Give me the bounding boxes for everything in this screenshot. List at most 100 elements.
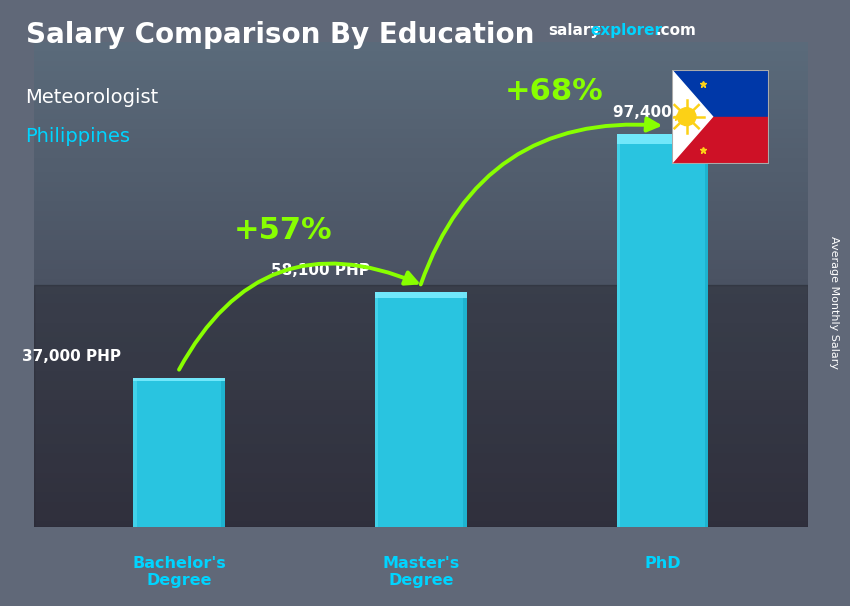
Bar <box>34 256 807 261</box>
Bar <box>34 62 807 67</box>
Bar <box>34 81 807 86</box>
Bar <box>34 280 807 285</box>
Bar <box>34 202 807 207</box>
Bar <box>34 522 807 527</box>
Bar <box>34 115 807 120</box>
Bar <box>34 144 807 149</box>
Bar <box>616 134 620 527</box>
Bar <box>34 135 807 139</box>
Bar <box>133 378 225 382</box>
Bar <box>34 493 807 498</box>
Bar <box>34 290 807 295</box>
Bar <box>34 295 807 299</box>
Bar <box>34 47 807 52</box>
Bar <box>34 396 807 401</box>
Bar <box>34 193 807 198</box>
Bar <box>34 265 807 270</box>
Bar <box>34 236 807 241</box>
Circle shape <box>677 108 696 125</box>
Bar <box>34 72 807 76</box>
Bar <box>34 139 807 144</box>
Bar <box>34 168 807 173</box>
Bar <box>34 459 807 464</box>
Bar <box>34 110 807 115</box>
Bar <box>34 319 807 324</box>
Bar <box>34 159 807 164</box>
Bar <box>34 86 807 91</box>
Bar <box>463 293 467 527</box>
Text: 37,000 PHP: 37,000 PHP <box>22 348 121 364</box>
Text: Meteorologist: Meteorologist <box>26 88 159 107</box>
Bar <box>34 246 807 251</box>
Bar <box>34 343 807 348</box>
Bar <box>34 391 807 396</box>
Bar <box>34 328 807 333</box>
Text: explorer: explorer <box>591 23 663 38</box>
Bar <box>34 309 807 314</box>
Bar <box>34 76 807 81</box>
Bar <box>34 57 807 62</box>
Bar <box>34 285 807 527</box>
Bar <box>133 378 225 527</box>
Bar <box>34 382 807 387</box>
Bar <box>34 130 807 135</box>
Bar <box>34 435 807 440</box>
Bar <box>34 401 807 406</box>
Bar <box>34 96 807 101</box>
Bar <box>34 348 807 353</box>
Bar <box>34 304 807 309</box>
Bar <box>34 217 807 222</box>
Bar <box>34 416 807 421</box>
Bar <box>34 173 807 178</box>
Bar <box>34 188 807 193</box>
Bar <box>34 120 807 125</box>
Bar <box>34 450 807 454</box>
Bar <box>34 241 807 246</box>
Bar <box>34 484 807 488</box>
Bar <box>34 518 807 522</box>
Text: Salary Comparison By Education: Salary Comparison By Education <box>26 21 534 49</box>
Bar <box>34 372 807 377</box>
Text: salary: salary <box>548 23 601 38</box>
Bar <box>34 425 807 430</box>
Bar <box>34 183 807 188</box>
Bar <box>616 134 708 144</box>
Bar <box>34 212 807 217</box>
Bar <box>34 149 807 154</box>
Bar <box>34 105 807 110</box>
Bar <box>34 299 807 304</box>
Bar <box>34 362 807 367</box>
Bar <box>34 503 807 508</box>
Polygon shape <box>672 70 769 116</box>
Bar <box>34 198 807 202</box>
Text: 58,100 PHP: 58,100 PHP <box>271 264 370 278</box>
Bar <box>34 488 807 493</box>
Bar <box>34 324 807 328</box>
Bar <box>34 52 807 57</box>
Bar <box>34 67 807 72</box>
Bar <box>34 440 807 445</box>
Bar <box>34 353 807 358</box>
Bar <box>221 378 225 527</box>
Bar <box>34 430 807 435</box>
Text: Average Monthly Salary: Average Monthly Salary <box>829 236 839 370</box>
Bar <box>616 134 708 527</box>
Bar <box>34 474 807 479</box>
Bar <box>34 207 807 212</box>
Text: Philippines: Philippines <box>26 127 131 146</box>
Bar <box>34 367 807 372</box>
Bar <box>34 222 807 227</box>
Bar <box>375 293 467 527</box>
Bar <box>34 125 807 130</box>
Bar <box>34 101 807 105</box>
Polygon shape <box>672 70 712 164</box>
Bar <box>34 498 807 503</box>
Bar <box>34 377 807 382</box>
Bar <box>34 333 807 338</box>
Bar <box>34 251 807 256</box>
Text: .com: .com <box>655 23 696 38</box>
Bar <box>34 42 807 47</box>
Text: 97,400 PHP: 97,400 PHP <box>613 105 712 119</box>
Text: Bachelor's
Degree: Bachelor's Degree <box>132 556 226 588</box>
Bar <box>375 293 378 527</box>
